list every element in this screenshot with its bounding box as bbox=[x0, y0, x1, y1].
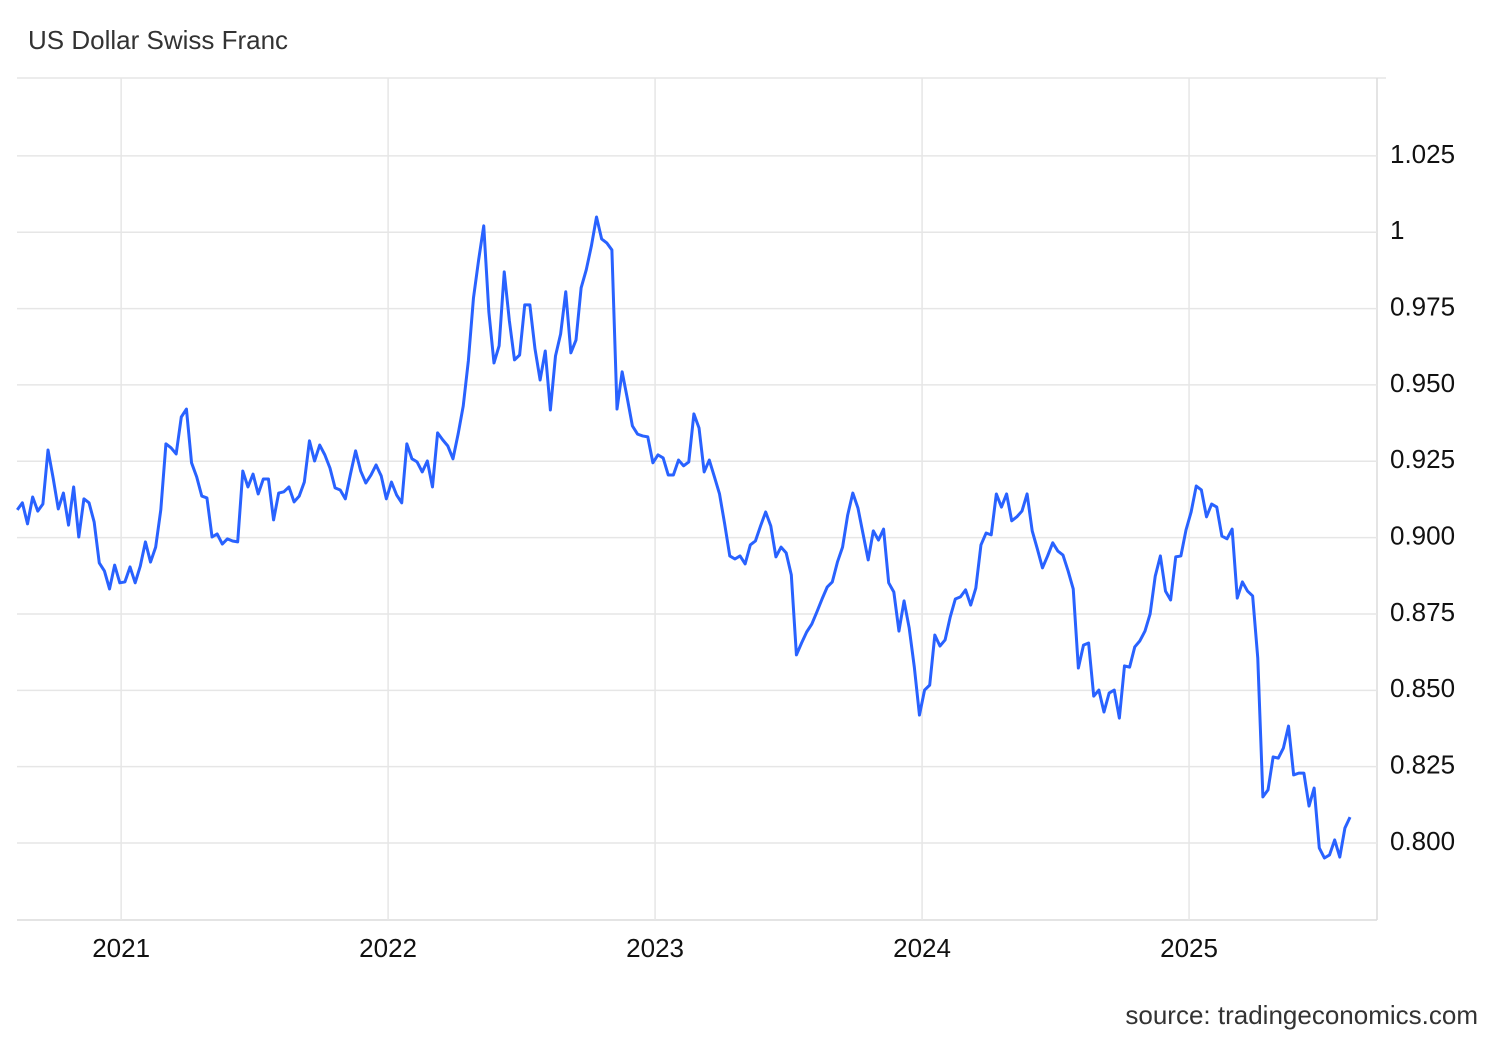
y-tick-label: 0.800 bbox=[1390, 826, 1455, 856]
y-tick-label: 0.850 bbox=[1390, 673, 1455, 703]
y-tick-label: 0.900 bbox=[1390, 521, 1455, 551]
y-tick-label: 1.025 bbox=[1390, 139, 1455, 169]
y-tick-label: 1 bbox=[1390, 215, 1404, 245]
y-tick-label: 0.950 bbox=[1390, 368, 1455, 398]
x-tick-label: 2025 bbox=[1160, 933, 1218, 963]
chart-title: US Dollar Swiss Franc bbox=[28, 25, 288, 55]
x-tick-label: 2024 bbox=[893, 933, 951, 963]
source-note: source: tradingeconomics.com bbox=[1125, 1000, 1478, 1030]
y-tick-label: 0.975 bbox=[1390, 291, 1455, 321]
y-tick-label: 0.875 bbox=[1390, 597, 1455, 627]
price-line bbox=[16, 215, 1352, 860]
x-tick-label: 2022 bbox=[359, 933, 417, 963]
x-tick-label: 2023 bbox=[626, 933, 684, 963]
y-tick-label: 0.825 bbox=[1390, 750, 1455, 780]
x-tick-label: 2021 bbox=[92, 933, 150, 963]
y-tick-label: 0.925 bbox=[1390, 444, 1455, 474]
